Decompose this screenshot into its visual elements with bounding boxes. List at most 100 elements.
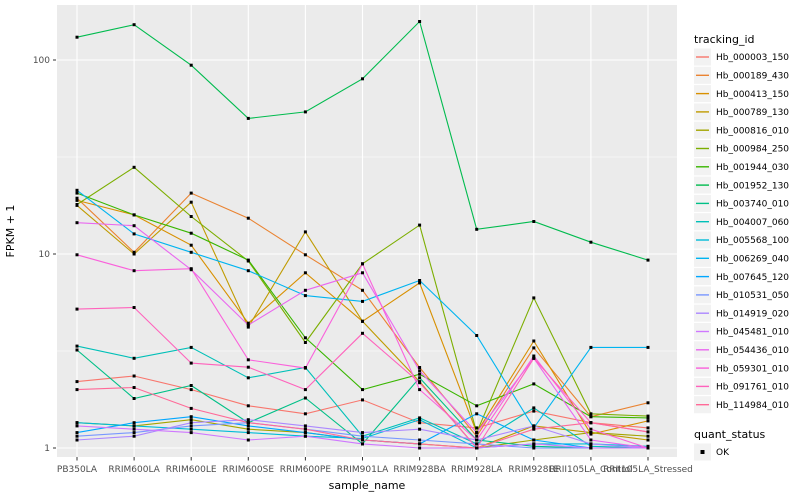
data-point: [303, 341, 307, 344]
data-point: [189, 424, 193, 428]
y-tick-label: 1: [44, 444, 50, 454]
data-point: [361, 299, 364, 303]
data-point: [303, 434, 307, 438]
data-point: [418, 372, 422, 376]
data-point: [303, 431, 307, 435]
data-point: [246, 321, 250, 325]
data-point: [418, 418, 422, 422]
data-point: [189, 421, 193, 425]
legend-label: Hb_000413_150: [716, 90, 789, 100]
data-point: [75, 421, 79, 425]
data-point: [532, 409, 536, 413]
data-point: [75, 188, 79, 192]
legend-label: Hb_005568_100: [716, 236, 789, 246]
data-point: [75, 431, 79, 435]
data-point: [246, 421, 250, 425]
data-point: [189, 427, 193, 431]
data-point: [589, 442, 593, 446]
data-point: [246, 424, 250, 428]
x-tick-label: RRIM600LA: [108, 465, 160, 475]
data-point: [132, 431, 136, 435]
data-point: [532, 446, 536, 450]
data-point: [189, 431, 193, 435]
data-point: [532, 438, 536, 442]
data-point: [75, 203, 79, 206]
data-point: [589, 431, 593, 435]
data-point: [246, 418, 250, 422]
data-point: [189, 415, 193, 419]
data-point: [246, 325, 250, 329]
data-point: [646, 446, 650, 450]
x-tick-label: RRIM928LE: [508, 465, 559, 475]
data-point: [589, 240, 593, 244]
data-point: [418, 388, 422, 392]
data-point: [361, 431, 364, 435]
data-point: [75, 307, 79, 311]
data-point: [418, 427, 422, 431]
data-point: [75, 221, 79, 225]
legend-label: Hb_007645_120: [716, 273, 789, 283]
data-point: [589, 438, 593, 442]
legend-label: Hb_003740_010: [716, 200, 789, 210]
data-point: [361, 398, 364, 402]
data-point: [303, 230, 307, 234]
data-point: [132, 213, 136, 217]
data-point: [132, 421, 136, 425]
data-point: [189, 406, 193, 410]
x-tick-label: RRIM928LA: [451, 465, 503, 475]
data-point: [418, 20, 422, 23]
legend2-title: quant_status: [694, 428, 766, 441]
legend-label: Hb_014919_020: [716, 309, 789, 319]
data-point: [418, 223, 422, 227]
data-point: [646, 401, 650, 405]
x-tick-label: RRII105LA_Control: [549, 465, 632, 475]
data-point: [75, 196, 79, 200]
data-point: [189, 384, 193, 387]
data-point: [132, 386, 136, 389]
legend-label: Hb_004007_060: [716, 218, 789, 228]
data-point: [75, 253, 79, 257]
legend-label: Hb_000816_010: [716, 126, 789, 136]
data-point: [132, 374, 136, 378]
data-point: [589, 444, 593, 448]
data-point: [303, 366, 307, 370]
data-point: [361, 319, 364, 323]
x-tick-label: RRII105LA_Stressed: [603, 465, 693, 475]
data-point: [189, 345, 193, 349]
x-tick-label: PB350LA: [57, 465, 98, 475]
data-point: [418, 366, 422, 369]
data-point: [361, 388, 364, 392]
data-point: [303, 424, 307, 428]
data-point: [75, 434, 79, 438]
legend-label: Hb_000984_250: [716, 145, 789, 155]
y-tick-label: 10: [39, 250, 51, 260]
data-point: [589, 446, 593, 450]
data-point: [246, 438, 250, 442]
data-point: [75, 198, 79, 202]
data-point: [475, 442, 479, 446]
data-point: [532, 427, 536, 431]
legend-label: Hb_000189_430: [716, 72, 789, 82]
data-point: [418, 446, 422, 450]
legend-label: Hb_054436_010: [716, 346, 789, 356]
data-point: [189, 215, 193, 218]
data-point: [132, 23, 136, 27]
data-point: [475, 426, 479, 430]
data-point: [246, 116, 250, 120]
data-point: [189, 418, 193, 422]
data-point: [246, 269, 250, 273]
data-point: [75, 191, 79, 195]
data-point: [475, 431, 479, 435]
data-point: [246, 216, 250, 220]
data-point: [475, 227, 479, 231]
legend-label: Hb_000789_130: [716, 108, 789, 118]
data-point: [132, 434, 136, 438]
legend-label: Hb_059301_010: [716, 364, 789, 374]
y-tick-label: 100: [33, 56, 50, 66]
data-point: [303, 288, 307, 292]
data-point: [532, 424, 536, 428]
x-tick-label: RRIM600PE: [280, 465, 332, 475]
data-point: [303, 294, 307, 298]
x-tick-label: RRIM600SE: [223, 465, 275, 475]
data-point: [418, 381, 422, 385]
